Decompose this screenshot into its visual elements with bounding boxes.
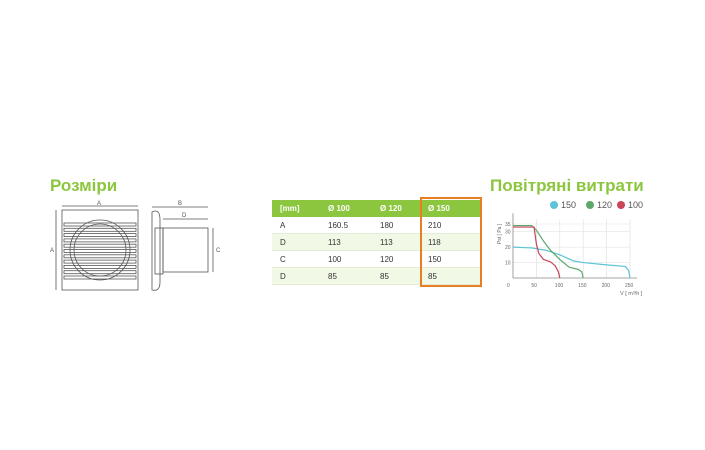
series-line-100 (513, 226, 561, 279)
y-tick-label: 10 (505, 261, 511, 267)
grille-slat (63, 233, 137, 238)
x-tick-label: 0 (507, 283, 510, 289)
table-cell: D (272, 267, 320, 285)
sizes-title: Розміри (50, 176, 118, 195)
legend-dot-icon (550, 201, 558, 209)
table-cell: 160.5 (320, 217, 372, 234)
x-axis-label: V [ m³/h ] (620, 291, 643, 297)
grille-slat (63, 254, 137, 259)
table-cell: A (272, 217, 320, 234)
grille-slat (63, 249, 137, 253)
x-tick-label: 250 (625, 283, 634, 289)
table-cell: C (272, 250, 320, 268)
grille-slat (63, 259, 137, 264)
x-tick-label: 100 (555, 283, 564, 289)
y-tick-label: 30 (505, 230, 511, 236)
series-line-150 (512, 246, 631, 279)
grille-slat (63, 243, 137, 248)
dim-c: C (216, 248, 221, 254)
airflow-chart: 0 50 100 150 200 250 10 20 30 35 V [ m³/h ] Pst [ P… (497, 213, 643, 297)
y-tick-label: 35 (505, 222, 511, 228)
legend-dot-icon (617, 201, 625, 209)
table-cell: 113 (320, 233, 372, 251)
column-header: Ø 150 (420, 200, 480, 217)
dim-a-width: A (97, 201, 101, 207)
grille-slat (63, 238, 137, 243)
table-cell: 85 (420, 267, 480, 285)
legend-label: 150 (561, 200, 577, 210)
grille-slat (63, 222, 137, 227)
legend-dot-icon (586, 201, 594, 209)
table-cell: 210 (420, 217, 480, 234)
legend-item-120: 120 (586, 200, 612, 210)
dim-d: D (182, 213, 187, 219)
table-cell: 120 (372, 250, 420, 268)
table-cell: 118 (420, 233, 480, 251)
dim-a-height: A (50, 248, 54, 254)
table-row: C 100 120 150 (272, 250, 480, 268)
legend-item-100: 100 (617, 200, 643, 210)
table-cell: 150 (420, 250, 480, 268)
x-tick-label: 150 (578, 283, 587, 289)
table-cell: 180 (372, 217, 420, 234)
grille-slat (63, 227, 137, 232)
legend-item-150: 150 (550, 200, 576, 210)
table-cell: 113 (372, 233, 420, 251)
dim-b: B (178, 201, 182, 207)
legend-label: 100 (628, 200, 644, 210)
y-tick-label: 20 (505, 245, 511, 251)
series-line-120 (513, 224, 584, 279)
grille-slat (63, 264, 137, 269)
table-cell: 100 (320, 250, 372, 268)
column-header: [mm] (272, 200, 320, 217)
column-header: Ø 120 (372, 200, 420, 217)
grille-slat (63, 275, 137, 280)
legend-label: 120 (597, 200, 613, 210)
y-axis-label: Pst [ Pa ] (497, 223, 503, 244)
grille-slat (63, 270, 137, 275)
table-cell: 85 (320, 267, 372, 285)
column-header: Ø 100 (320, 200, 372, 217)
x-tick-label: 200 (602, 283, 611, 289)
highlight-column-150 (420, 197, 482, 287)
table-cell: 85 (372, 267, 420, 285)
airflow-title: Повітряні витрати (490, 176, 644, 195)
x-tick-label: 50 (531, 283, 537, 289)
table-cell: D (272, 233, 320, 251)
table-row: D 85 85 85 (272, 267, 480, 285)
dimensions-table: [mm] Ø 100 Ø 120 Ø 150 A 160.5 180 210 D 113 113 1… (272, 200, 480, 285)
table-row: A 160.5 180 210 (272, 217, 480, 234)
table-row: D 113 113 118 (272, 233, 480, 251)
